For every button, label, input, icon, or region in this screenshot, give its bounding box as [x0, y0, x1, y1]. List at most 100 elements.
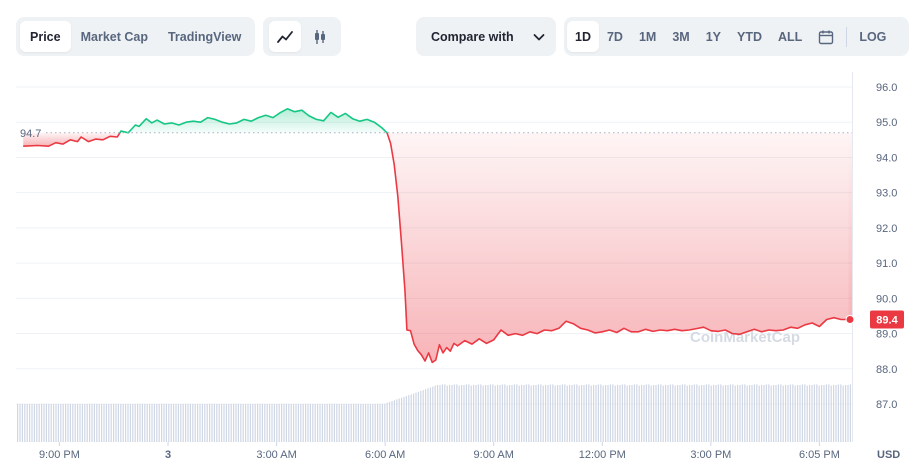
volume-bar [477, 384, 479, 442]
volume-bar [161, 404, 163, 442]
volume-bar [19, 404, 21, 442]
volume-bar [386, 402, 388, 442]
volume-bar [797, 385, 799, 442]
watermark: CoinMarketCap [690, 329, 800, 346]
volume-bars [17, 384, 851, 442]
volume-bar [199, 404, 201, 442]
volume-bar [405, 396, 407, 442]
volume-bar [686, 385, 688, 442]
volume-bar [266, 404, 268, 442]
volume-bar [657, 384, 659, 442]
volume-bar [465, 384, 467, 442]
last-price-label: 89.4 [876, 314, 898, 326]
volume-bar [559, 385, 561, 442]
calendar-icon [819, 30, 834, 44]
volume-bar [643, 385, 645, 442]
volume-bar [254, 404, 256, 442]
log-scale-toggle[interactable]: LOG [859, 29, 887, 44]
volume-bar [825, 384, 827, 442]
volume-bar [677, 385, 679, 442]
volume-bar [681, 384, 683, 442]
range-all[interactable]: ALL [778, 29, 803, 44]
view-tab-price[interactable]: Price [20, 21, 71, 52]
volume-bar [444, 384, 446, 442]
volume-bar [715, 385, 717, 442]
volume-bar [511, 385, 513, 442]
date-range-button[interactable] [810, 21, 842, 52]
volume-bar [751, 385, 753, 442]
time-range-group: 1D 7D 1M 3M 1Y YTD ALL LOG [564, 17, 909, 56]
view-tab-market-cap[interactable]: Market Cap [80, 29, 148, 44]
volume-bar [770, 385, 772, 442]
volume-bar [91, 404, 93, 442]
volume-bar [487, 385, 489, 442]
volume-bar [269, 404, 271, 442]
volume-bar [105, 404, 107, 442]
volume-bar [612, 384, 614, 442]
volume-bar [278, 404, 280, 442]
volume-bar [758, 385, 760, 442]
volume-bar [149, 404, 151, 442]
volume-bar [21, 404, 23, 442]
range-7d[interactable]: 7D [606, 29, 623, 44]
y-axis: 87.0 88.0 89.0 90.0 91.0 92.0 93.0 94.0 95.0 96.0… [876, 82, 900, 461]
volume-bar [636, 384, 638, 442]
volume-bar [729, 384, 731, 442]
range-1d[interactable]: 1D [567, 21, 599, 52]
volume-bar [43, 404, 45, 442]
volume-bar [261, 404, 263, 442]
volume-bar [326, 404, 328, 442]
range-1m[interactable]: 1M [638, 29, 657, 44]
volume-bar [139, 404, 141, 442]
volume-bar [216, 404, 218, 442]
volume-bar [55, 404, 57, 442]
volume-bar [689, 385, 691, 442]
volume-bar [228, 404, 230, 442]
volume-bar [641, 385, 643, 442]
volume-bar [674, 385, 676, 442]
x-tick-label: 9:00 PM [39, 449, 80, 461]
volume-bar [494, 385, 496, 442]
volume-bar [569, 385, 571, 442]
line-chart-button[interactable] [268, 21, 301, 52]
volume-bar [182, 404, 184, 442]
volume-bar [725, 385, 727, 442]
volume-bar [660, 384, 662, 442]
volume-bar [672, 384, 674, 442]
volume-bar [381, 404, 383, 442]
volume-bar [501, 384, 503, 442]
range-ytd[interactable]: YTD [737, 29, 763, 44]
line-chart-icon [276, 30, 293, 43]
range-1y[interactable]: 1Y [705, 29, 722, 44]
volume-bar [355, 404, 357, 442]
volume-bar [485, 385, 487, 442]
volume-bar [518, 385, 520, 442]
volume-bar [437, 385, 439, 442]
candlestick-button[interactable] [304, 21, 336, 52]
volume-bar [768, 384, 770, 442]
volume-bar [57, 404, 59, 442]
volume-bar [669, 384, 671, 442]
volume-bar [710, 385, 712, 442]
area-fill [23, 108, 852, 363]
volume-bar [799, 385, 801, 442]
volume-bar [828, 384, 830, 442]
volume-bar [98, 404, 100, 442]
x-tick-label: 3 [165, 449, 171, 461]
volume-bar [619, 385, 621, 442]
view-tab-tradingview[interactable]: TradingView [167, 29, 242, 44]
volume-bar [545, 385, 547, 442]
volume-bar [809, 385, 811, 442]
volume-bar [794, 385, 796, 442]
volume-bar [408, 395, 410, 442]
volume-bar [449, 385, 451, 442]
last-price-dot [845, 314, 855, 324]
range-3m[interactable]: 3M [672, 29, 690, 44]
volume-bar [180, 404, 182, 442]
y-tick-label: 92.0 [876, 223, 897, 235]
view-toggle-group: Price Market Cap TradingView [16, 17, 255, 56]
volume-bar [276, 404, 278, 442]
last-price-badge [870, 310, 904, 329]
compare-with-dropdown[interactable]: Compare with [416, 17, 556, 56]
